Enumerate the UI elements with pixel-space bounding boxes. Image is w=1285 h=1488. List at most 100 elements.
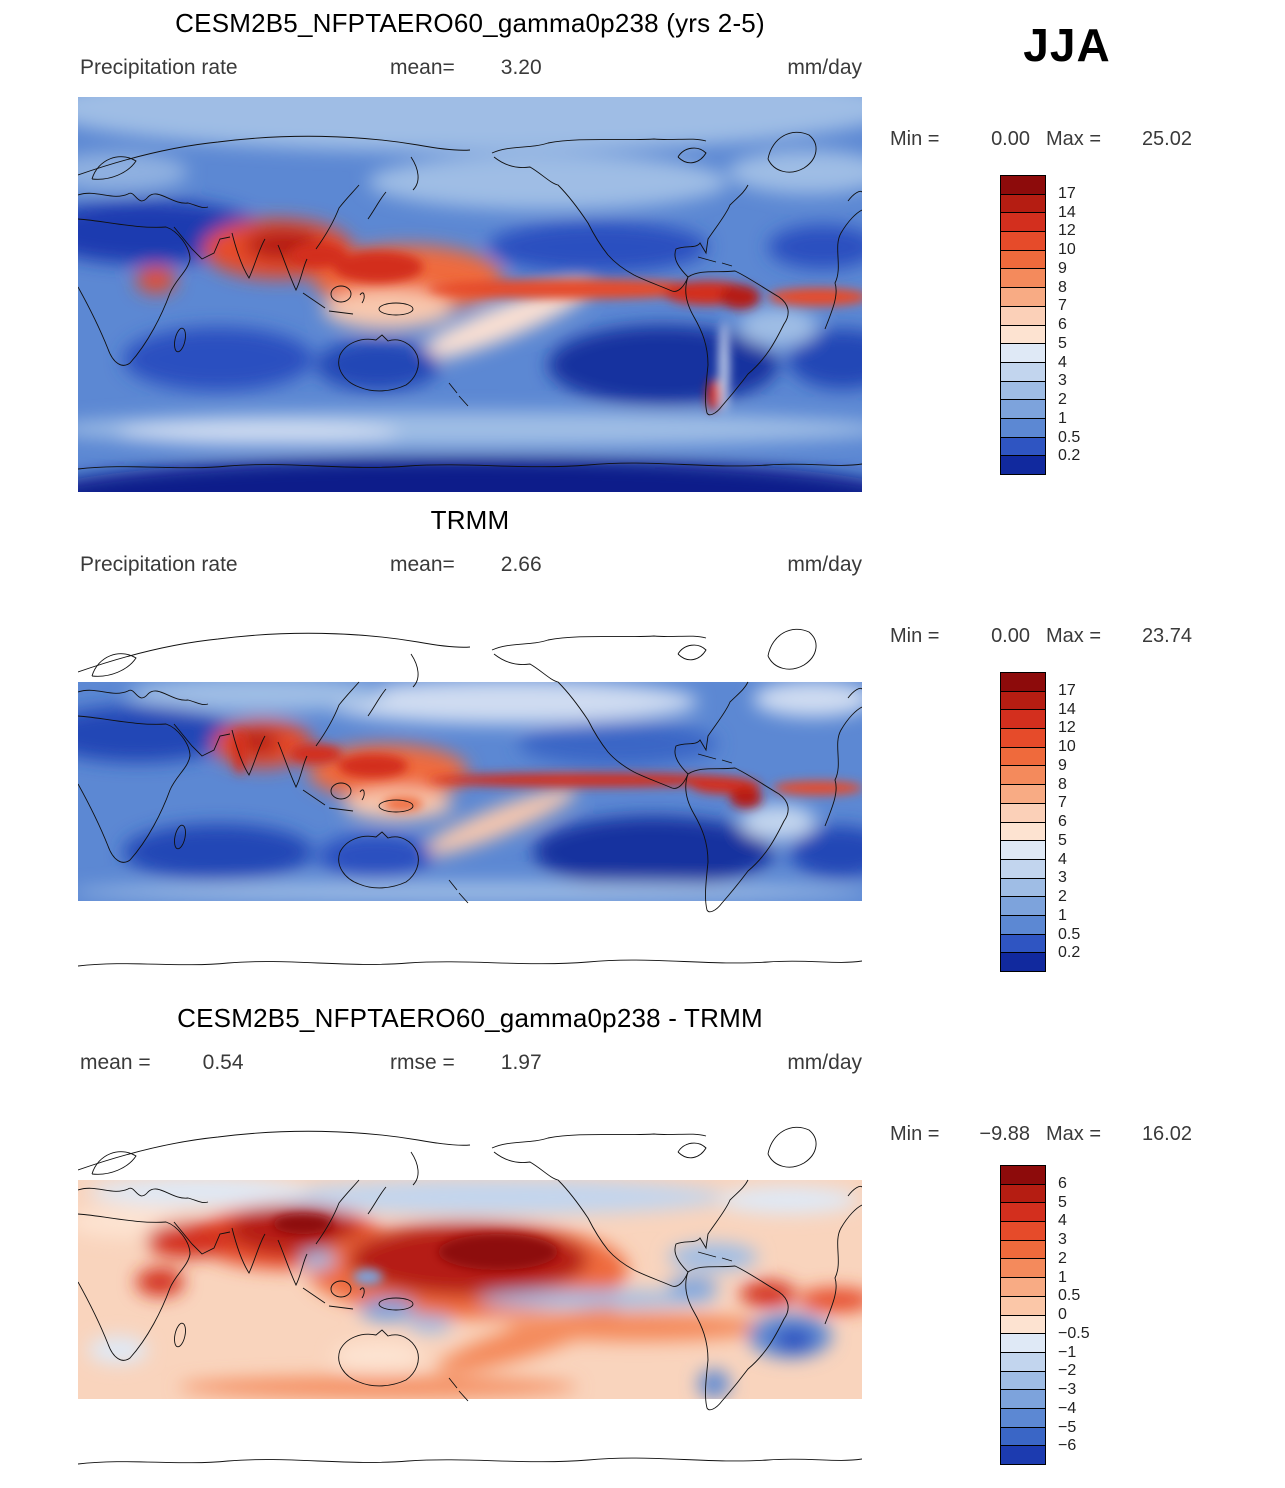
colorbar-cell: [1000, 1295, 1046, 1316]
colorbar-cell: [1000, 840, 1046, 860]
mean-value: 2.66: [500, 553, 542, 576]
colorbar-tick-label: 12: [1058, 222, 1076, 240]
mean-label: mean=: [390, 56, 455, 79]
panel-trmm: TRMM Precipitation rate mean= 2.66 mm/da…: [0, 497, 1285, 995]
mean-value: 0.54: [202, 1051, 244, 1074]
colorbar-cells: [1000, 672, 1046, 972]
colorbar-cell: [1000, 728, 1046, 748]
panel-difference: CESM2B5_NFPTAERO60_gamma0p238 - TRMM mea…: [0, 995, 1285, 1488]
colorbar-tick-label: 3: [1058, 1231, 1067, 1248]
panel-model: CESM2B5_NFPTAERO60_gamma0p238 (yrs 2-5) …: [0, 0, 1285, 497]
max-value: 23.74: [1141, 625, 1192, 647]
map-svg: [78, 1092, 862, 1487]
colorbar-cell: [1000, 690, 1046, 711]
rmse-value: 1.97: [500, 1051, 542, 1074]
colorbar-cell: [1000, 802, 1046, 823]
colorbar-tick-label: 3: [1058, 869, 1067, 887]
colorbar-cell: [1000, 896, 1046, 916]
colorbar-cell: [1000, 1202, 1046, 1223]
colorbar-cell: [1000, 361, 1046, 382]
colorbar-cell: [1000, 952, 1046, 972]
colorbar-tick-label: 5: [1058, 831, 1067, 849]
panel-title: CESM2B5_NFPTAERO60_gamma0p238 - TRMM: [177, 1003, 763, 1033]
colorbar-tick-label: 4: [1058, 353, 1067, 371]
min-label: Min =: [890, 1123, 940, 1145]
colorbar-cell: [1000, 1258, 1046, 1279]
colorbar-labels: 6 5 4 3 2 1 0.5 0 −0.5 −1 −2 −3 −4 −5 −6: [1058, 1165, 1138, 1465]
colorbar-tick-label: 2: [1058, 888, 1067, 905]
colorbar-tick-label: −2: [1058, 1362, 1077, 1380]
colorbar-cell: [1000, 231, 1046, 251]
colorbar-cell: [1000, 1239, 1046, 1260]
colorbar-cell: [1000, 784, 1046, 804]
colorbar-cell: [1000, 1333, 1046, 1353]
colorbar-cell: [1000, 1370, 1046, 1391]
panel-title: CESM2B5_NFPTAERO60_gamma0p238 (yrs 2-5): [175, 8, 765, 38]
colorbar-cell: [1000, 1314, 1046, 1335]
colorbar-cell: [1000, 709, 1046, 730]
colorbar-precip-trmm: 17 14 12 10 9 8 7 6 5 4 3 2 1 0.5 0.2: [1000, 672, 1150, 972]
colorbar-cell: [1000, 268, 1046, 289]
colorbar-tick-label: 1: [1058, 1268, 1067, 1286]
colorbar-tick-label: 4: [1058, 1212, 1067, 1230]
colorbar-cell: [1000, 1221, 1046, 1241]
min-value: 0.00: [991, 128, 1030, 150]
colorbar-tick-label: 0.2: [1058, 944, 1081, 962]
colorbar-tick-label: 17: [1058, 184, 1076, 202]
colorbar-tick-label: 6: [1058, 1174, 1067, 1192]
colorbar-tick-label: −6: [1058, 1437, 1077, 1455]
colorbar-tick-label: 10: [1058, 738, 1076, 755]
max-label: Max =: [1046, 128, 1102, 150]
colorbar-tick-label: 9: [1058, 259, 1067, 277]
season-label: JJA: [1023, 19, 1111, 71]
colorbar-cell: [1000, 1183, 1046, 1204]
colorbar-tick-label: 4: [1058, 850, 1067, 868]
colorbar-cell: [1000, 765, 1046, 786]
colorbar-tick-label: 3: [1058, 372, 1067, 390]
units-label: mm/day: [787, 1051, 862, 1074]
colorbar-tick-label: 5: [1058, 1193, 1067, 1211]
colorbar-tick-label: 14: [1058, 203, 1076, 221]
mean-group: mean= 2.66: [390, 553, 542, 577]
colorbar-tick-label: 0.2: [1058, 447, 1081, 465]
colorbar-tick-label: 1: [1058, 906, 1067, 924]
colorbar-tick-label: 6: [1058, 316, 1067, 333]
stats-row: Precipitation rate mean= 2.66 mm/day: [78, 553, 862, 579]
colorbar-tick-label: 0.5: [1058, 1287, 1081, 1305]
colorbar-cell: [1000, 1351, 1046, 1372]
colorbar-tick-label: 17: [1058, 681, 1076, 699]
colorbar-tick-label: 6: [1058, 813, 1067, 830]
colorbar-cell: [1000, 455, 1046, 475]
colorbar-cell: [1000, 1407, 1046, 1428]
colorbar-cell: [1000, 672, 1046, 692]
colorbar-cells: [1000, 1165, 1046, 1465]
units-label: mm/day: [787, 56, 862, 79]
map-svg: [78, 97, 862, 492]
colorbar-cell: [1000, 933, 1046, 954]
max-value: 25.02: [1141, 128, 1192, 150]
map-trmm-precip: [78, 594, 862, 989]
colorbar-tick-label: −0.5: [1058, 1324, 1090, 1342]
colorbar-tick-label: −1: [1058, 1343, 1077, 1361]
colorbar-cell: [1000, 175, 1046, 195]
colorbar-difference: 6 5 4 3 2 1 0.5 0 −0.5 −1 −2 −3 −4 −5 −6: [1000, 1165, 1150, 1465]
colorbar-cell: [1000, 399, 1046, 419]
minmax-row: Min = −9.88 Max = 16.02: [890, 1123, 1192, 1146]
colorbar-cell: [1000, 1165, 1046, 1185]
colorbar-tick-label: 2: [1058, 391, 1067, 408]
colorbar-cell: [1000, 249, 1046, 270]
map-model-precip: [78, 97, 862, 492]
colorbar-cell: [1000, 914, 1046, 935]
min-value: −9.88: [979, 1123, 1030, 1145]
mean-label: mean=: [390, 553, 455, 576]
units-label: mm/day: [787, 553, 862, 576]
colorbar-cell: [1000, 1445, 1046, 1465]
colorbar-tick-label: 12: [1058, 719, 1076, 737]
colorbar-cells: [1000, 175, 1046, 475]
colorbar-labels: 17 14 12 10 9 8 7 6 5 4 3 2 1 0.5 0.2: [1058, 672, 1138, 972]
map-svg: [78, 594, 862, 989]
stats-row: Precipitation rate mean= 3.20 mm/day: [78, 56, 862, 82]
colorbar-cell: [1000, 417, 1046, 438]
colorbar-tick-label: 2: [1058, 1249, 1067, 1267]
colorbar-tick-label: 14: [1058, 700, 1076, 718]
